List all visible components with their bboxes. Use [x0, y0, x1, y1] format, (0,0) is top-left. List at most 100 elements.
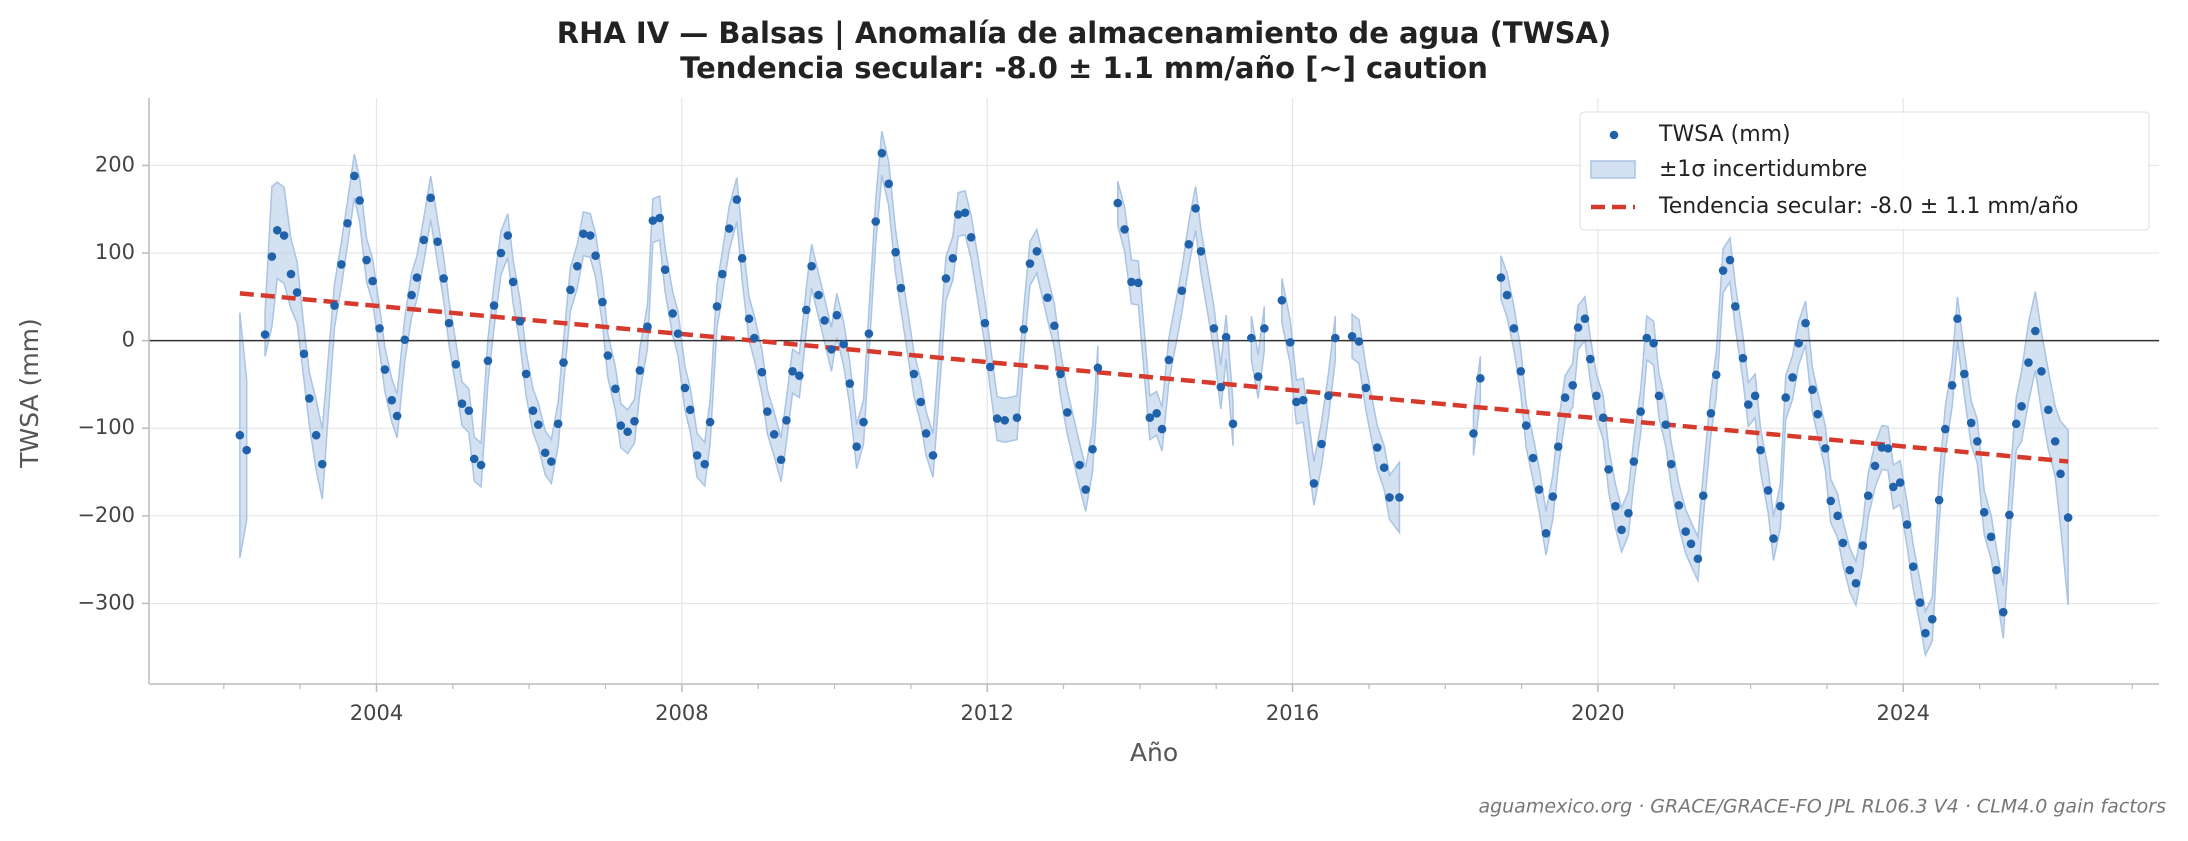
data-point [1788, 373, 1797, 382]
data-point [1801, 318, 1810, 328]
data-point [992, 414, 1002, 423]
data-point [368, 276, 377, 286]
data-point [660, 265, 670, 274]
data-point [235, 430, 245, 440]
legend-marker [1609, 130, 1619, 140]
data-point [547, 457, 556, 466]
data-point [814, 290, 823, 300]
data-point [1858, 541, 1868, 550]
data-point [1953, 314, 1962, 324]
data-point [540, 448, 550, 458]
data-point [1731, 302, 1740, 311]
data-point [1776, 501, 1785, 511]
data-point [1895, 478, 1905, 487]
data-point [1585, 354, 1595, 364]
data-point [750, 333, 759, 343]
data-point [2050, 437, 2060, 446]
data-point [483, 356, 493, 366]
data-point [877, 148, 887, 158]
data-point [362, 255, 371, 265]
data-point [884, 179, 894, 189]
data-point [1649, 338, 1658, 348]
data-point [1940, 424, 1950, 434]
data-point [916, 397, 926, 407]
data-point [1966, 418, 1976, 428]
data-point [776, 455, 786, 465]
data-point [1986, 532, 1996, 542]
data-point [559, 358, 568, 367]
data-point [1277, 296, 1287, 305]
data-point [2024, 358, 2033, 367]
data-point [2031, 326, 2040, 336]
data-point [616, 421, 626, 430]
data-point [2017, 402, 2026, 411]
x-tick-label: 2024 [1877, 701, 1930, 725]
data-point [655, 213, 665, 223]
data-point [464, 406, 474, 416]
data-point [426, 193, 435, 203]
data-point [1711, 370, 1721, 380]
data-point [299, 349, 309, 359]
data-point [732, 195, 742, 204]
data-point [1934, 495, 1944, 505]
data-point [705, 417, 715, 427]
data-point [528, 406, 538, 416]
data-point [1088, 444, 1097, 454]
data-point [1184, 239, 1194, 249]
data-point [960, 208, 970, 218]
legend-swatch [1590, 160, 1636, 179]
data-point [1870, 461, 1880, 471]
data-point [515, 317, 525, 326]
data-point [807, 261, 816, 271]
data-point [1063, 408, 1072, 417]
data-point [1927, 614, 1937, 624]
data-point [2011, 419, 2021, 429]
x-tick-label: 2012 [960, 701, 1013, 725]
data-point [375, 324, 384, 333]
data-point [1611, 501, 1620, 511]
data-point [1889, 482, 1898, 492]
data-point [852, 442, 861, 451]
data-point [572, 261, 582, 271]
data-point [1164, 355, 1174, 365]
data-point [1113, 198, 1123, 208]
data-point [832, 310, 842, 320]
data-point [680, 383, 690, 393]
data-point [407, 290, 416, 300]
data-point [1553, 442, 1563, 451]
uncertainty-band [264, 131, 1099, 512]
data-point [673, 329, 683, 338]
data-point [489, 301, 499, 310]
data-point [611, 384, 620, 394]
data-point [1221, 332, 1231, 342]
data-point [1674, 501, 1684, 510]
data-point [630, 416, 639, 426]
data-point [827, 345, 836, 354]
footer: aguamexico.org · GRACE/GRACE-FO JPL RL06… [1478, 796, 2166, 818]
x-tick-label: 2016 [1266, 701, 1319, 725]
uncertainty-band [1500, 236, 2069, 658]
data-point [392, 411, 402, 421]
data-point [1385, 493, 1394, 502]
data-point [598, 297, 607, 307]
uncertainty-band [1351, 312, 1401, 535]
x-tick-label: 2004 [350, 701, 403, 725]
data-point [1509, 324, 1519, 333]
data-point [1973, 437, 1982, 446]
y-tick-label: 0 [122, 328, 135, 352]
data-point [2056, 469, 2065, 479]
data-point [286, 269, 296, 279]
data-point [242, 445, 252, 455]
data-point [820, 316, 829, 325]
data-point [330, 301, 339, 310]
data-point [1794, 338, 1803, 348]
data-point [801, 305, 811, 315]
data-point [1134, 278, 1143, 288]
data-point [1298, 395, 1308, 405]
data-point [953, 210, 963, 219]
data-point [272, 225, 282, 235]
data-point [1908, 562, 1918, 571]
data-point [724, 224, 734, 233]
data-point [585, 231, 595, 240]
